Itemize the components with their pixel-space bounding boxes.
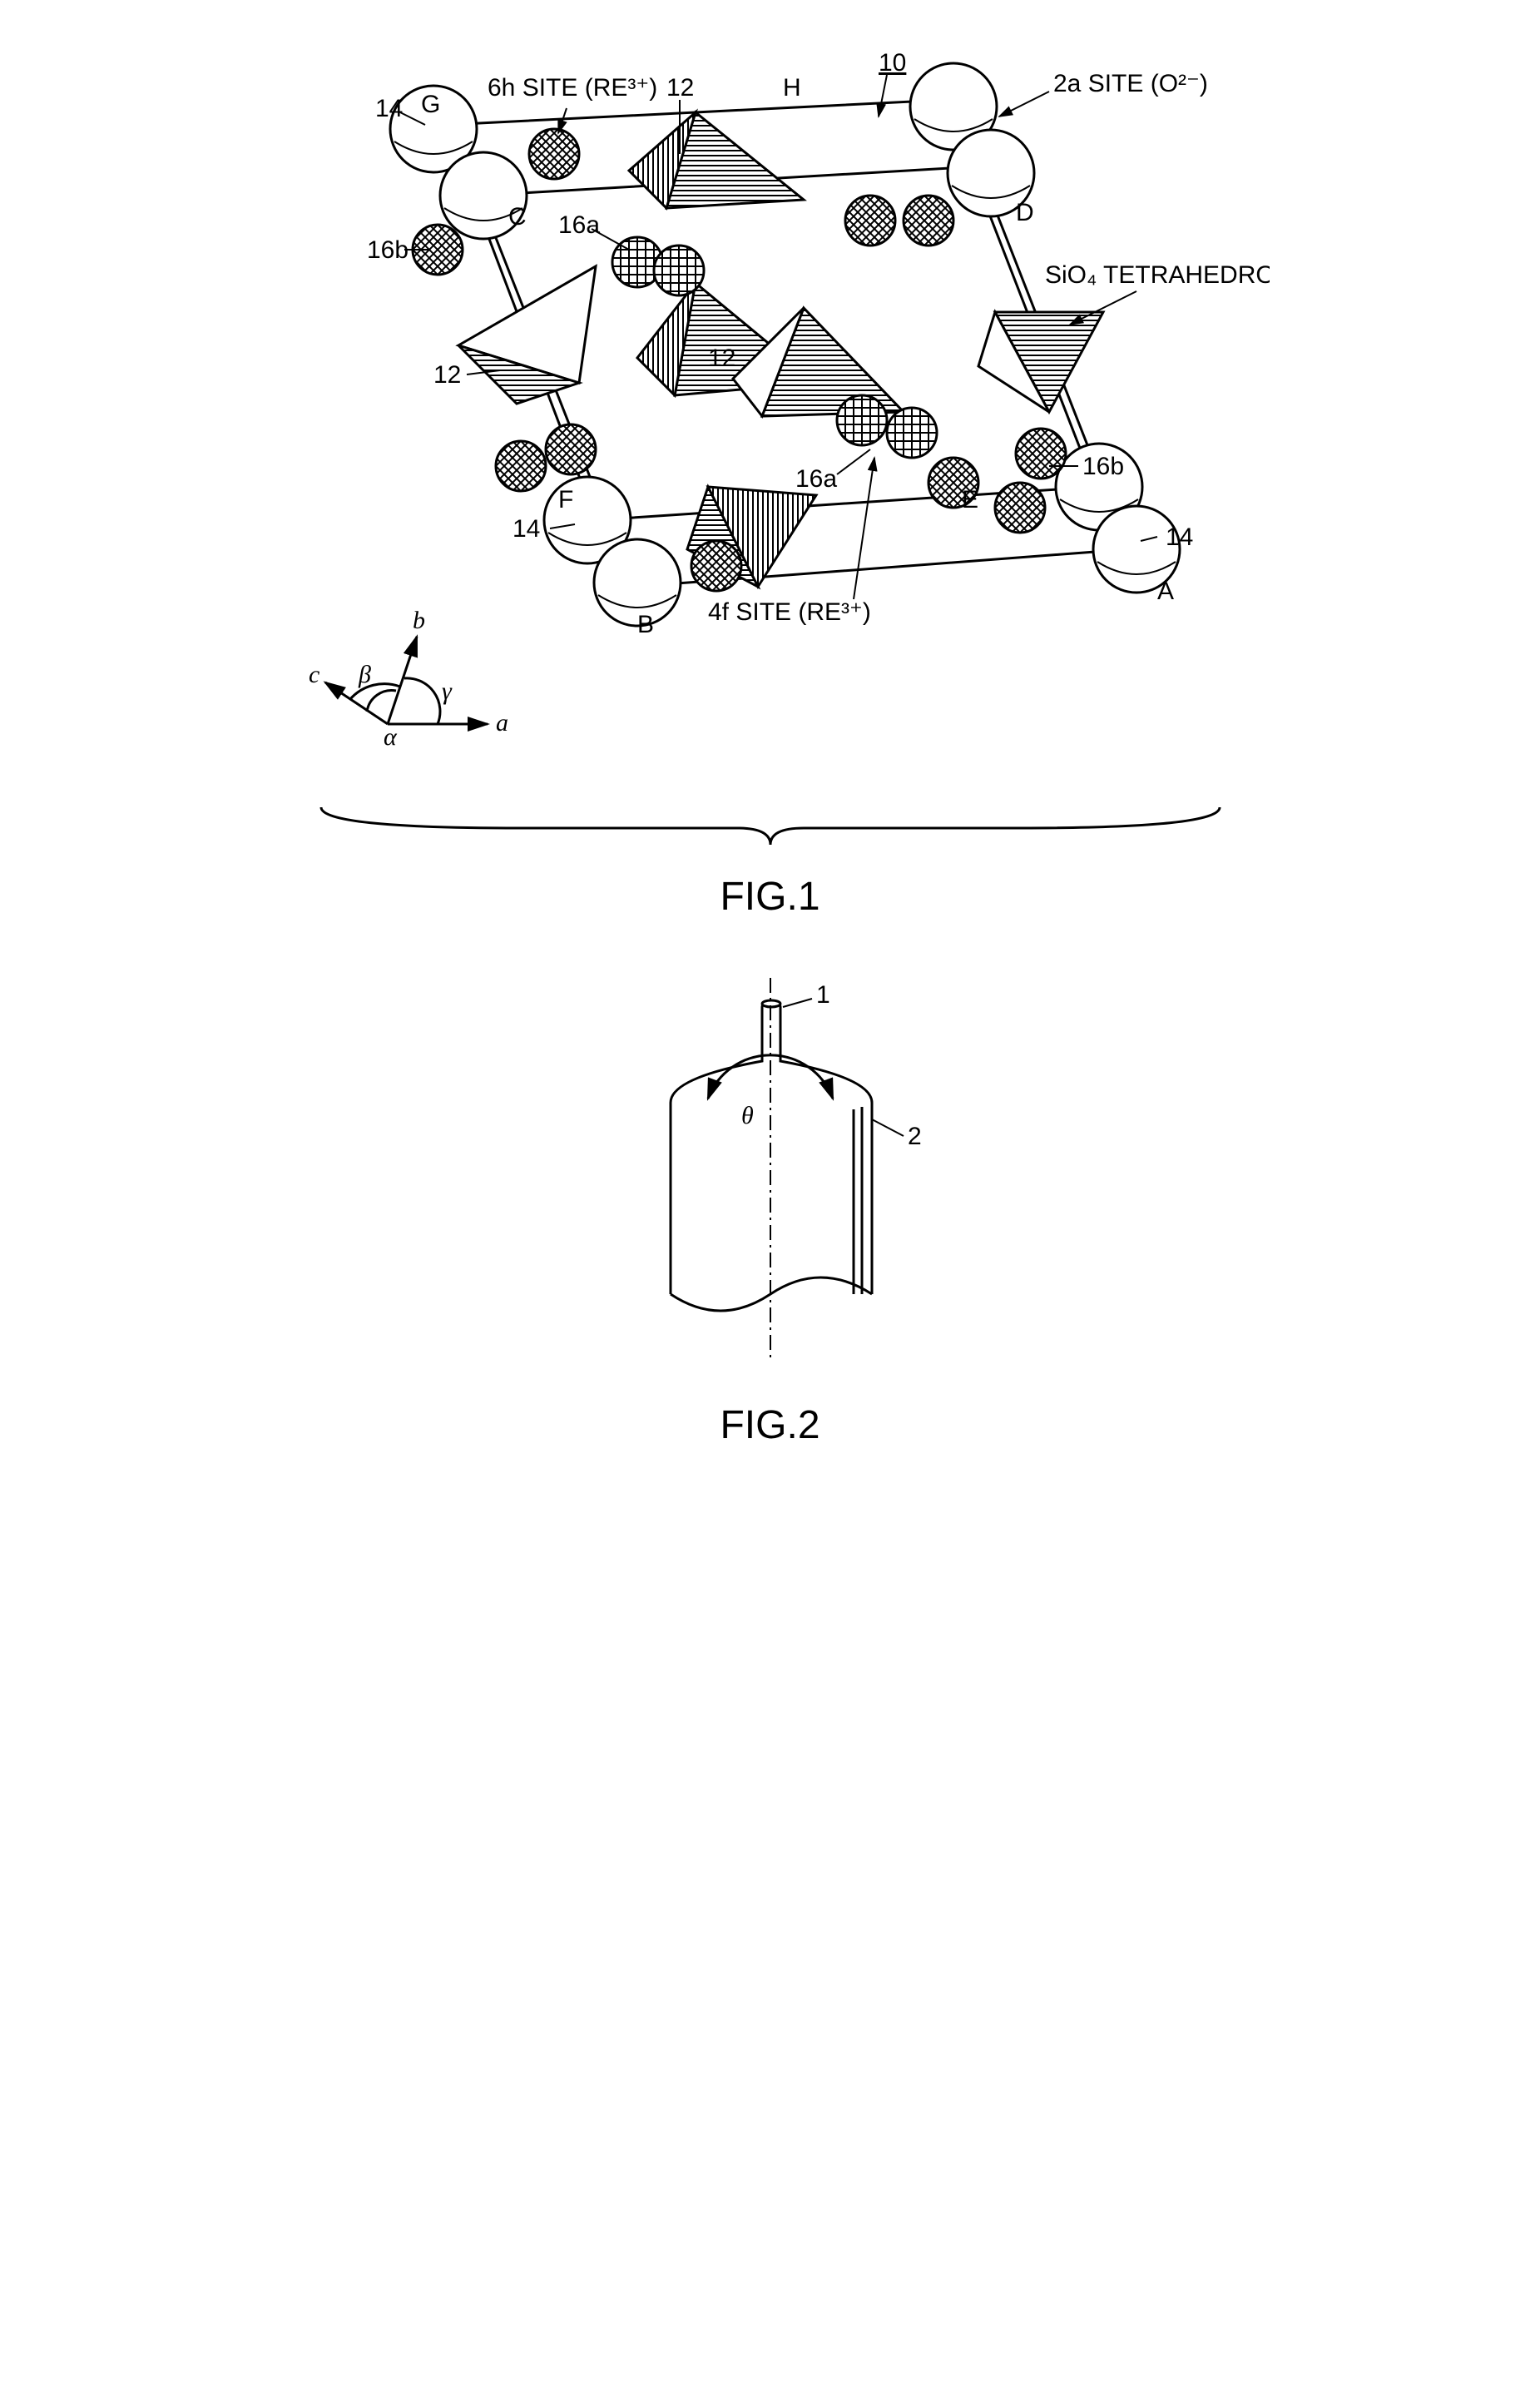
svg-text:b: b (413, 607, 425, 634)
vertex-G: G (421, 91, 440, 118)
vertex-H: H (783, 74, 801, 102)
label-theta: θ (741, 1102, 754, 1129)
label-2: 2 (908, 1123, 922, 1150)
vertex-B: B (637, 611, 654, 638)
label-14a: 14 (375, 95, 403, 122)
label-16a-b: 16a (795, 465, 837, 493)
label-16b-b: 16b (1082, 453, 1124, 480)
vertex-A: A (1157, 578, 1174, 605)
vertex-E: E (962, 486, 978, 513)
svg-text:4f SITE (RE³⁺): 4f SITE (RE³⁺) (708, 598, 871, 626)
svg-text:2a SITE (O²⁻): 2a SITE (O²⁻) (1053, 70, 1208, 97)
svg-text:6h SITE (RE³⁺): 6h SITE (RE³⁺) (488, 74, 657, 102)
svg-text:SiO₄ TETRAHEDRON: SiO₄ TETRAHEDRON (1045, 261, 1270, 289)
label-14b: 14 (513, 515, 540, 543)
brace-svg (271, 791, 1270, 857)
figure-2-svg: 1 2 θ (562, 961, 978, 1377)
vertex-D: D (1016, 199, 1034, 226)
label-12c: 12 (708, 345, 735, 372)
label-12b: 12 (433, 361, 461, 389)
svg-text:c: c (309, 661, 319, 688)
svg-text:β: β (358, 661, 371, 688)
figure-1-svg: 14 G 6h SITE (RE³⁺) 12 H 10 2a SITE (O²⁻… (271, 33, 1270, 782)
fig2-caption: FIG.2 (720, 1402, 820, 1448)
label-16b-a: 16b (367, 236, 409, 264)
label-1: 1 (816, 981, 830, 1009)
label-12a: 12 (666, 74, 694, 102)
label-16a-a: 16a (558, 211, 600, 239)
svg-text:a: a (496, 709, 508, 737)
label-14c: 14 (1166, 523, 1193, 551)
vertex-C: C (508, 203, 527, 231)
figure-1-container: 14 G 6h SITE (RE³⁺) 12 H 10 2a SITE (O²⁻… (271, 33, 1270, 782)
label-10: 10 (879, 49, 906, 77)
axis-diagram (325, 637, 488, 724)
svg-text:γ: γ (442, 677, 453, 705)
figure-2-container: 1 2 θ (562, 961, 978, 1377)
fig1-caption: FIG.1 (720, 874, 820, 920)
svg-text:α: α (384, 723, 398, 751)
vertex-F: F (558, 486, 573, 513)
